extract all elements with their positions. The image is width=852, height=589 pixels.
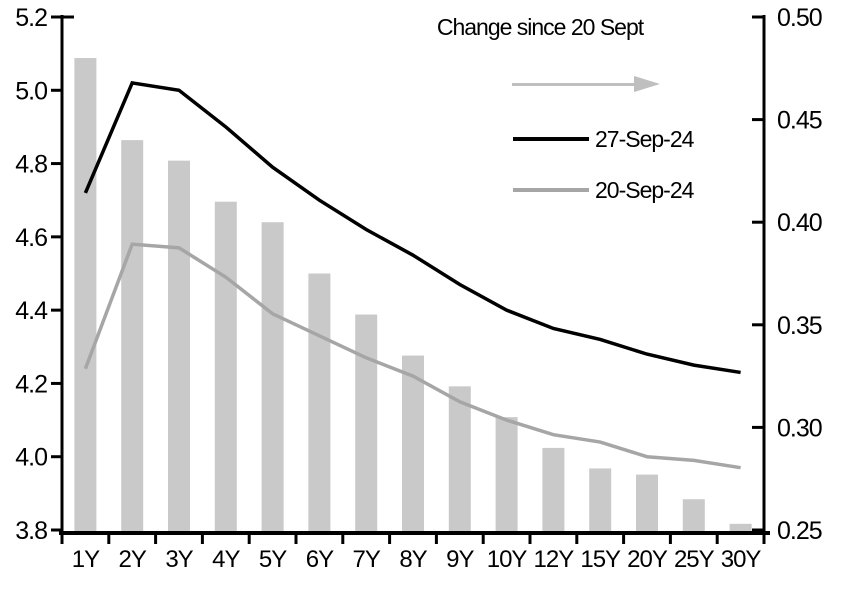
left-axis-label-5.0: 5.0 (15, 77, 47, 105)
line-series-27-Sep-24 (83, 81, 741, 375)
left-axis-label-4.6: 4.6 (15, 224, 47, 252)
x-axis-label-25Y: 25Y (674, 546, 715, 573)
bar-change-6Y (308, 273, 331, 532)
left-axis-label-4.8: 4.8 (15, 151, 47, 179)
left-axis-label-3.8: 3.8 (15, 517, 47, 545)
arrow-head (634, 76, 660, 92)
bar-change-20Y (636, 474, 658, 532)
x-axis-label-12Y: 12Y (534, 546, 575, 573)
arrow-shaft (512, 83, 636, 86)
bar-change-30Y (729, 523, 752, 532)
right-axis-label-0.40: 0.40 (777, 209, 822, 237)
legend-label-20-sep: 20-Sep-24 (595, 177, 694, 203)
line-series-20-Sep-24 (83, 242, 741, 470)
x-axis-label-6Y: 6Y (306, 546, 334, 573)
left-axis-label-4.2: 4.2 (15, 370, 47, 398)
bar-change-7Y (355, 314, 378, 532)
x-axis-label-9Y: 9Y (446, 546, 474, 573)
right-axis-label-0.30: 0.30 (777, 414, 822, 442)
x-axis-label-10Y: 10Y (487, 546, 528, 573)
bar-change-1Y (74, 58, 97, 532)
legend-label-27-sep: 27-Sep-24 (595, 126, 694, 152)
bar-change-8Y (402, 355, 424, 532)
bar-change-10Y (495, 417, 518, 532)
left-axis-label-4.0: 4.0 (15, 444, 47, 472)
x-axis-label-8Y: 8Y (399, 546, 427, 573)
x-axis-label-20Y: 20Y (627, 546, 668, 573)
line-swatch-27-sep (513, 137, 589, 141)
bar-change-2Y (121, 140, 144, 532)
x-axis-label-7Y: 7Y (353, 546, 381, 573)
bar-change-9Y (448, 386, 471, 532)
right-axis-label-0.25: 0.25 (777, 517, 822, 545)
change-arrow-icon (512, 76, 660, 93)
x-axis-label-2Y: 2Y (119, 546, 147, 573)
left-axis-label-4.4: 4.4 (15, 297, 48, 325)
x-axis-label-15Y: 15Y (580, 546, 621, 573)
bar-change-12Y (542, 447, 565, 532)
bar-change-15Y (589, 468, 612, 532)
left-axis-label-5.2: 5.2 (15, 4, 47, 32)
right-axis-label-0.50: 0.50 (777, 4, 822, 32)
x-axis-label-30Y: 30Y (721, 546, 762, 573)
x-axis-label-1Y: 1Y (72, 546, 100, 573)
bar-change-3Y (168, 160, 190, 532)
bar-change-25Y (682, 499, 705, 532)
x-axis-label-5Y: 5Y (259, 546, 287, 573)
x-axis-label-4Y: 4Y (212, 546, 240, 573)
right-axis-label-0.35: 0.35 (777, 312, 822, 340)
x-axis-label-3Y: 3Y (165, 546, 193, 573)
legend-title: Change since 20 Sept (436, 14, 644, 40)
bar-change-5Y (261, 222, 284, 532)
bar-change-4Y (214, 201, 237, 532)
line-swatch-20-sep (513, 188, 589, 192)
right-axis-label-0.45: 0.45 (777, 107, 822, 135)
